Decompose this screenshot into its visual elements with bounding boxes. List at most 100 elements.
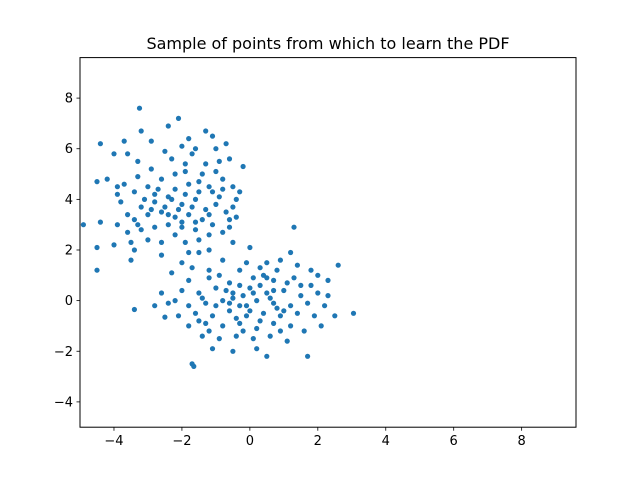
scatter-point (138, 128, 144, 134)
scatter-point (186, 277, 192, 283)
scatter-point (158, 239, 165, 245)
scatter-point (250, 275, 256, 281)
scatter-point (223, 209, 229, 215)
x-tick-label: −2 (172, 434, 191, 449)
scatter-point (203, 128, 209, 134)
scatter-point (220, 176, 226, 182)
scatter-point (148, 166, 154, 172)
scatter-point (145, 184, 151, 190)
scatter-point (114, 184, 120, 190)
scatter-point (230, 184, 236, 190)
scatter-point (118, 199, 124, 205)
scatter-point (172, 186, 178, 192)
scatter-point (288, 323, 294, 329)
scatter-point (148, 138, 154, 144)
scatter-point (325, 293, 331, 299)
scatter-point (182, 191, 188, 197)
scatter-point (104, 176, 110, 182)
scatter-point (199, 333, 205, 339)
scatter-point (254, 346, 260, 352)
scatter-point (322, 303, 328, 309)
scatter-point (209, 133, 216, 139)
scatter-point (305, 353, 311, 359)
scatter-point (209, 222, 216, 228)
scatter-point (128, 257, 134, 263)
x-tick-label: 2 (314, 434, 322, 449)
y-tick-label: −2 (54, 345, 73, 360)
scatter-point (301, 328, 307, 334)
scatter-point (111, 151, 117, 157)
scatter-point (260, 310, 267, 316)
scatter-point (206, 232, 212, 238)
scatter-point (125, 229, 131, 235)
scatter-point (271, 277, 277, 283)
scatter-point (145, 212, 151, 218)
scatter-point (196, 237, 202, 243)
scatter-point (169, 156, 175, 162)
scatter-point (325, 277, 331, 283)
scatter-point (189, 265, 195, 271)
scatter-point (247, 244, 253, 251)
scatter-point (226, 217, 233, 223)
scatter-point (223, 287, 229, 294)
scatter-point (152, 191, 158, 197)
scatter-point (267, 333, 273, 339)
scatter-point (294, 262, 300, 268)
scatter-point (199, 295, 205, 301)
chart-title: Sample of points from which to learn the… (146, 34, 509, 53)
scatter-point (97, 141, 103, 147)
scatter-point (182, 239, 188, 245)
scatter-point (169, 196, 175, 202)
scatter-point (254, 325, 260, 332)
scatter-point (271, 287, 277, 294)
scatter-point (191, 363, 197, 369)
scatter-point (220, 186, 226, 192)
scatter-point (172, 214, 178, 220)
scatter-point (271, 320, 277, 326)
scatter-point (294, 310, 300, 316)
scatter-point (196, 249, 202, 256)
scatter-point (206, 184, 212, 190)
scatter-point (230, 348, 236, 354)
scatter-point (121, 138, 127, 144)
scatter-point (186, 181, 192, 187)
scatter-point (243, 260, 250, 266)
scatter-point (203, 206, 209, 213)
scatter-point (277, 313, 283, 319)
scatter-point (237, 267, 243, 273)
scatter-point (80, 222, 86, 228)
scatter-point (291, 275, 297, 281)
scatter-point (233, 333, 239, 339)
scatter-point (240, 328, 246, 334)
scatter-point (196, 318, 202, 324)
scatter-point (250, 336, 256, 342)
scatter-point (131, 306, 137, 313)
scatter-point (237, 282, 243, 288)
scatter-point (315, 272, 321, 278)
scatter-point (311, 313, 317, 319)
scatter-point (192, 219, 199, 225)
scatter-point (179, 143, 185, 149)
scatter-point (206, 328, 212, 334)
scatter-point (288, 249, 294, 256)
scatter-point (271, 300, 277, 306)
scatter-point (189, 204, 195, 210)
plot-frame (79, 57, 577, 428)
scatter-point (128, 239, 134, 245)
scatter-point (192, 196, 199, 202)
scatter-point (240, 163, 246, 170)
scatter-point (94, 244, 100, 251)
scatter-point (138, 204, 144, 210)
scatter-point (220, 298, 226, 304)
scatter-point (179, 219, 185, 225)
scatter-point (226, 300, 233, 306)
scatter-point (247, 285, 253, 291)
scatter-point (169, 270, 175, 276)
scatter-point (308, 282, 314, 288)
scatter-point (196, 189, 202, 195)
y-axis: −4 −2 0 2 4 6 8 (54, 92, 80, 410)
scatter-point (165, 212, 171, 218)
scatter-point (182, 161, 188, 167)
scatter-point (206, 275, 212, 281)
scatter-point (152, 199, 158, 205)
